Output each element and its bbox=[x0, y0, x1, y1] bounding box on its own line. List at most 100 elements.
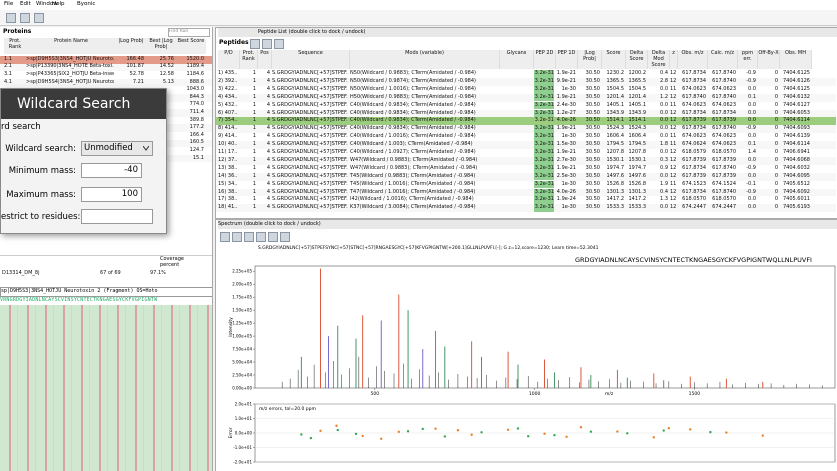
menu-item[interactable]: Byonic bbox=[77, 1, 96, 7]
table-row[interactable] bbox=[216, 77, 836, 86]
table-cell: 0 bbox=[774, 77, 778, 84]
table-cell: 18) 41... bbox=[218, 204, 238, 211]
table-cell: 97.1% bbox=[150, 270, 166, 276]
menu-item[interactable]: Help bbox=[52, 1, 65, 7]
table-cell: S.GRDGYIADNLNC[+57]STPEF... bbox=[272, 70, 348, 76]
table-row[interactable] bbox=[216, 93, 836, 102]
toolbar-icon[interactable] bbox=[274, 39, 284, 49]
toolbar-icon[interactable] bbox=[250, 39, 260, 49]
table-row[interactable] bbox=[216, 149, 836, 157]
table-cell: 0 bbox=[774, 70, 778, 76]
table-cell: 12 bbox=[670, 188, 676, 195]
menu-item[interactable]: File bbox=[4, 1, 14, 7]
table-cell: 617.8740 bbox=[712, 188, 736, 195]
column-header: PEP 1D bbox=[556, 50, 578, 69]
table-cell: 674.2447 bbox=[682, 204, 706, 211]
table-cell: 0 bbox=[774, 188, 778, 195]
table-cell: 5.13 bbox=[162, 78, 174, 85]
table-cell: C40(Wildcard / 1.003); CTerm(Amidated / … bbox=[350, 141, 473, 148]
restrict-input[interactable] bbox=[81, 209, 153, 224]
search-box[interactable]: Find Run bbox=[168, 28, 210, 37]
table-cell: 3.2e-31 bbox=[534, 164, 554, 173]
wildcard-select[interactable]: Unmodified bbox=[81, 141, 153, 156]
table-row[interactable] bbox=[216, 188, 836, 197]
toolbar-icon[interactable] bbox=[280, 232, 290, 242]
table-cell: 30.50 bbox=[585, 180, 600, 187]
table-cell: 7404.6114 bbox=[782, 141, 810, 148]
table-row[interactable] bbox=[0, 56, 212, 64]
table-cell: 12 bbox=[670, 149, 676, 155]
table-row[interactable] bbox=[216, 180, 836, 189]
column-header: Delta Score bbox=[626, 50, 648, 69]
table-cell: 0.0 bbox=[660, 149, 668, 155]
table-cell: 1.8 bbox=[660, 141, 668, 148]
table-cell: C40(Wildcard / 1.0016); CTerm(Amidated /… bbox=[350, 133, 476, 140]
table-row[interactable] bbox=[216, 70, 836, 78]
table-row[interactable] bbox=[216, 164, 836, 173]
table-row[interactable] bbox=[216, 101, 836, 110]
table-cell: 8) 414... bbox=[218, 125, 238, 132]
table-row[interactable] bbox=[216, 133, 836, 142]
table-cell: -0.9 bbox=[746, 188, 756, 195]
toolbar-icon[interactable] bbox=[220, 232, 230, 242]
table-cell: 166.48 bbox=[126, 55, 145, 62]
table-cell: 888.6 bbox=[189, 78, 204, 85]
error-point bbox=[443, 435, 447, 438]
table-row[interactable] bbox=[216, 117, 836, 126]
y-tick-label: 7.50e+04 bbox=[232, 347, 252, 352]
table-row[interactable] bbox=[216, 125, 836, 134]
min-input[interactable]: -40 bbox=[81, 163, 142, 178]
table-cell: 0.4 bbox=[660, 188, 668, 195]
table-cell: 12) 37... bbox=[218, 156, 238, 163]
table-row[interactable] bbox=[216, 196, 836, 205]
table-cell: 1.3 bbox=[660, 196, 668, 203]
menu-item[interactable]: Edit bbox=[20, 1, 31, 7]
table-cell: 1530.1 bbox=[628, 156, 647, 163]
toolbar-icon[interactable] bbox=[34, 13, 44, 23]
max-input[interactable]: 100 bbox=[81, 187, 142, 202]
table-row[interactable] bbox=[0, 63, 212, 72]
toolbar-icon[interactable] bbox=[244, 232, 254, 242]
table-cell: 17) 38... bbox=[218, 196, 238, 203]
toolbar-icon[interactable] bbox=[268, 232, 278, 242]
table-row[interactable] bbox=[0, 78, 212, 87]
toolbar-icon[interactable] bbox=[262, 39, 272, 49]
table-row[interactable] bbox=[216, 85, 836, 94]
menu-item[interactable]: Window bbox=[36, 1, 58, 7]
table-cell: 0 bbox=[774, 133, 778, 140]
table-cell: 1301.3 bbox=[606, 188, 625, 195]
table-cell: -0.9 bbox=[746, 164, 756, 171]
error-point bbox=[434, 427, 437, 430]
toolbar-icon[interactable] bbox=[232, 232, 242, 242]
table-cell: 2.7e-30 bbox=[556, 156, 576, 163]
table-cell: C40(Wildcard / 0.9834); CTerm(Amidated /… bbox=[350, 101, 476, 108]
table-row[interactable] bbox=[216, 141, 836, 149]
table-cell: 25.76 bbox=[159, 55, 174, 62]
table-row[interactable] bbox=[216, 156, 836, 165]
table-cell: S.GRDGYIADNLNC[+57]STPEF... bbox=[272, 180, 348, 187]
error-point bbox=[652, 436, 656, 439]
table-cell: 1417.2 bbox=[606, 196, 625, 203]
table-cell: 674.1523 bbox=[682, 180, 706, 187]
table-cell: 618.0570 bbox=[682, 196, 706, 203]
table-cell: 1497.6 bbox=[628, 172, 647, 179]
table-cell: 1184.6 bbox=[186, 71, 205, 77]
toolbar-icon[interactable] bbox=[6, 13, 16, 23]
table-cell: 1.9e-21 bbox=[556, 149, 576, 155]
toolbar-icon[interactable] bbox=[20, 13, 30, 23]
column-header: Protein Name bbox=[26, 38, 116, 54]
table-cell: 2.5e-30 bbox=[556, 172, 576, 179]
table-row[interactable] bbox=[216, 204, 836, 213]
table-cell: 4) 434... bbox=[218, 93, 238, 100]
table-cell: 1520.0 bbox=[186, 55, 205, 62]
table-cell: 4 bbox=[266, 85, 270, 92]
toolbar-icon[interactable] bbox=[256, 232, 266, 242]
table-row[interactable] bbox=[216, 172, 836, 181]
table-row[interactable] bbox=[216, 109, 836, 118]
table-cell: I42(Wildcard / 1.0016); CTerm(Amidated /… bbox=[350, 196, 474, 203]
table-cell: 0.0 bbox=[748, 117, 756, 124]
table-cell: >sp|D9H5S4|3NS4_HOTJU Neurotox... bbox=[26, 78, 114, 85]
y-tick-label: 1.0e+01 bbox=[235, 416, 253, 421]
table-row[interactable] bbox=[0, 71, 212, 79]
table-cell: 1 bbox=[252, 70, 256, 76]
